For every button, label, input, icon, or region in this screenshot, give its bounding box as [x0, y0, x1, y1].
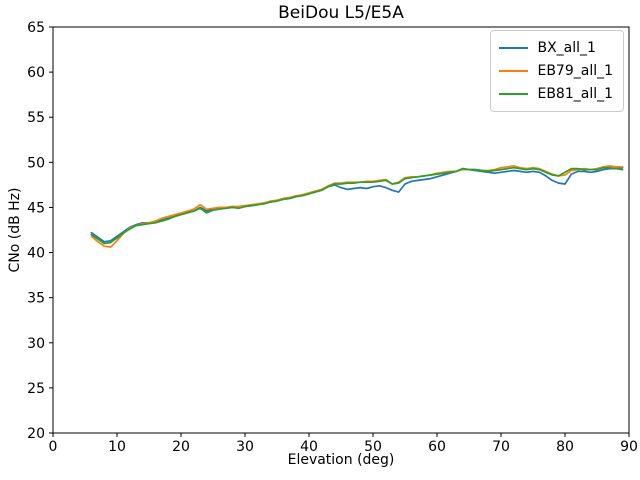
- y-tick-label: 65: [27, 20, 45, 36]
- legend-item-label: EB81_all_1: [537, 86, 613, 102]
- legend-item: EB81_all_1: [499, 84, 613, 104]
- x-tick-label: 90: [620, 439, 638, 455]
- legend-item-label: BX_all_1: [537, 40, 596, 56]
- x-tick-label: 0: [49, 439, 58, 455]
- y-tick-label: 50: [27, 155, 45, 171]
- y-tick-label: 40: [27, 246, 45, 262]
- x-tick-label: 60: [428, 439, 446, 455]
- x-tick-label: 10: [108, 439, 126, 455]
- y-tick-label: 45: [27, 200, 45, 216]
- y-tick-label: 35: [27, 291, 45, 307]
- x-tick-label: 20: [172, 439, 190, 455]
- x-tick-label: 30: [236, 439, 254, 455]
- y-tick-label: 30: [27, 336, 45, 352]
- legend: BX_all_1 EB79_all_1 EB81_all_1: [490, 30, 624, 112]
- x-axis-label: Elevation (deg): [287, 452, 395, 468]
- series-line-EB81_all_1: [90, 166, 624, 245]
- legend-line-swatch: [499, 47, 529, 49]
- x-tick-label: 50: [364, 439, 382, 455]
- legend-item-label: EB79_all_1: [537, 63, 613, 79]
- series-line-EB79_all_1: [90, 165, 624, 248]
- y-tick-label: 60: [27, 65, 45, 81]
- legend-line-swatch: [499, 70, 529, 72]
- axes-spines: [52, 26, 630, 434]
- y-tick-label: 25: [27, 381, 45, 397]
- x-tick-label: 70: [492, 439, 510, 455]
- legend-item: BX_all_1: [499, 38, 613, 58]
- legend-item: EB79_all_1: [499, 61, 613, 81]
- series-line-BX_all_1: [90, 166, 624, 243]
- chart-title: BeiDou L5/E5A: [278, 3, 404, 23]
- y-tick-label: 20: [27, 426, 45, 442]
- legend-line-swatch: [499, 93, 529, 95]
- x-tick-label: 80: [556, 439, 574, 455]
- y-tick-label: 55: [27, 110, 45, 126]
- x-tick-label: 40: [300, 439, 318, 455]
- y-axis-label: CNo (dB Hz): [7, 187, 23, 273]
